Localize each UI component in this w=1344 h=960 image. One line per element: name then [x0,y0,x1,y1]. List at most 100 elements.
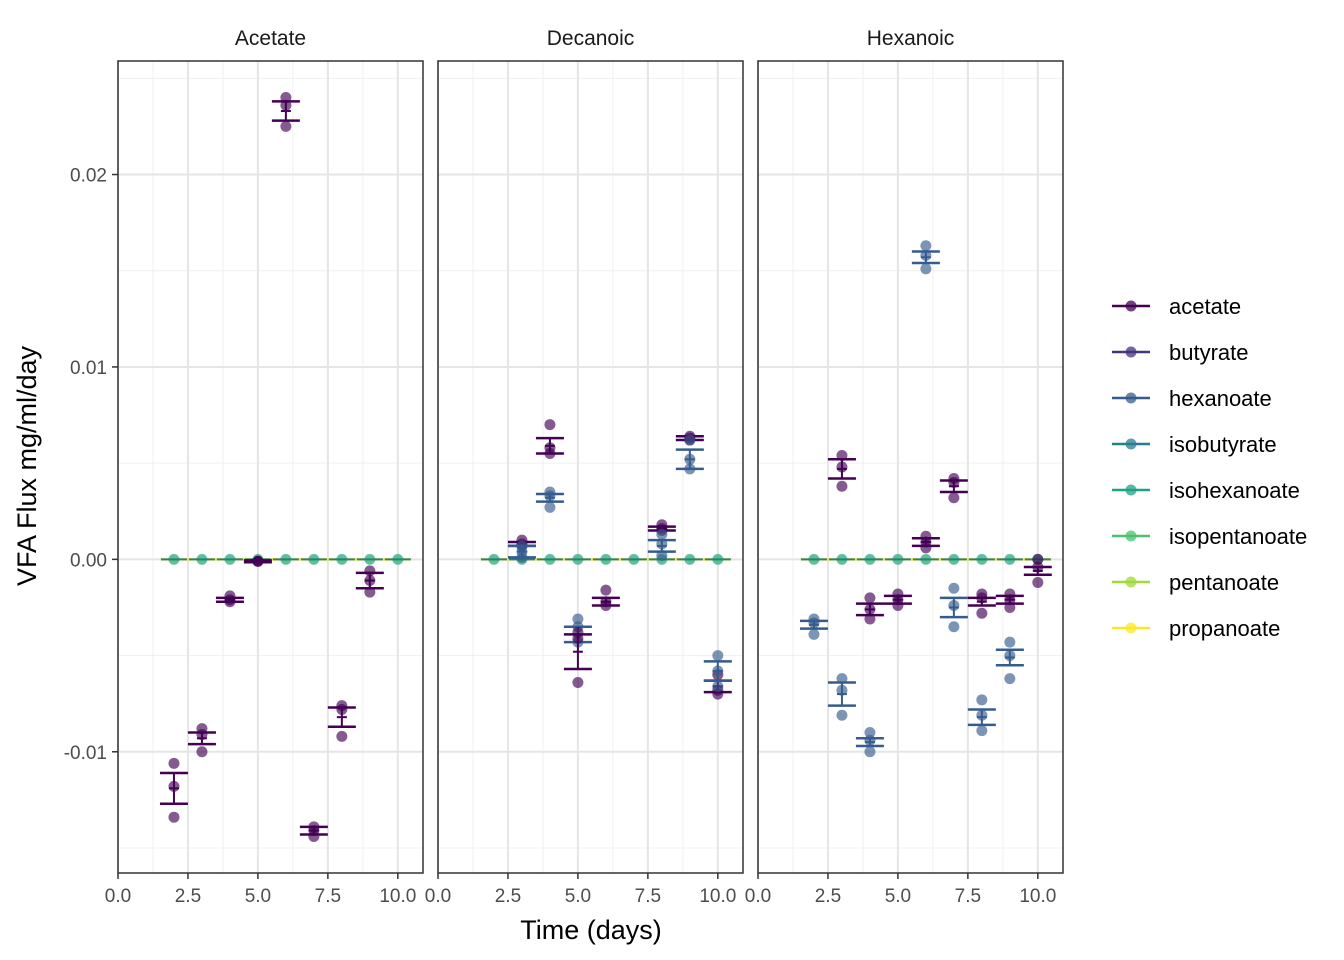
hexanoate-point [864,746,876,758]
x-tick-label: 7.5 [955,886,981,907]
x-tick-label: 10.0 [379,886,416,907]
acetate-point [168,811,180,823]
acetate-point [836,461,848,473]
legend-key-point [1125,300,1137,312]
hexanoate-point [836,709,848,721]
legend-label: isopentanoate [1169,524,1307,549]
x-tick-label: 0.0 [105,886,131,907]
acetate-point [976,607,988,619]
acetate-point [168,757,180,769]
acetate-point [168,780,180,792]
acetate-point [836,449,848,461]
hexanoate-point [656,528,668,540]
hexanoate-point [1004,650,1016,662]
x-tick-label: 0.0 [745,886,771,907]
legend-item-hexanoate: hexanoate [1112,386,1272,411]
acetate-point [864,592,876,604]
facet-panel-decanoic: Decanoic 0.0 2.5 5.0 7.5 10.0 [425,27,744,907]
hexanoate-point [808,617,820,629]
acetate-point [1032,553,1044,565]
legend-item-propanoate: propanoate [1112,616,1280,641]
acetate-point [544,448,556,460]
acetate-point [252,555,264,567]
legend-key-point [1125,576,1137,588]
acetate-point [1004,594,1016,606]
legend-key-point [1125,622,1137,634]
acetate-point [196,728,208,740]
hexanoate-point [656,550,668,562]
y-tick-label: 0.01 [70,358,107,379]
x-tick-label: 5.0 [565,886,591,907]
acetate-point [280,120,292,132]
legend-label: isobutyrate [1169,432,1277,457]
legend-label: pentanoate [1169,570,1279,595]
hexanoate-point [656,538,668,550]
acetate-point [948,492,960,504]
acetate-point [712,688,724,700]
hexanoate-point [516,551,528,563]
facet-strip-title: Hexanoic [867,27,955,50]
hexanoate-point [836,673,848,685]
legend-label: propanoate [1169,616,1280,641]
acetate-point [572,677,584,689]
legend-key-point [1125,438,1137,450]
acetate-point [836,480,848,492]
hexanoate-point [864,727,876,739]
legend-label: hexanoate [1169,386,1272,411]
hexanoate-point [976,709,988,721]
acetate-point [336,703,348,715]
legend-label: butyrate [1169,340,1249,365]
acetate-point [572,632,584,644]
hexanoate-point [684,463,696,475]
hexanoate-point [976,725,988,737]
facet-panel-acetate: Acetate 0.0 2.5 5.0 7.5 10.0 -0.01 0.00 0.01 0.02 [64,27,424,907]
hexanoate-point [544,490,556,502]
x-tick-label: 0.0 [425,886,451,907]
hexanoate-point [948,621,960,633]
acetate-point [864,613,876,625]
acetate-point [336,730,348,742]
hexanoate-point [864,734,876,746]
legend-label: acetate [1169,294,1241,319]
x-tick-label: 5.0 [245,886,271,907]
legend-item-isopentanoate: isopentanoate [1112,524,1307,549]
hexanoate-point [920,263,932,275]
legend-key-point [1125,346,1137,358]
x-tick-label: 2.5 [175,886,201,907]
hexanoate-point [920,249,932,261]
hexanoate-point [712,680,724,692]
x-tick-label: 2.5 [815,886,841,907]
panel-border [437,60,744,874]
legend-item-butyrate: butyrate [1112,340,1249,365]
acetate-point [280,99,292,111]
legend: acetate butyrate hexanoate isobutyrate isohe… [1112,294,1307,641]
hexanoate-point [948,600,960,612]
acetate-point [920,542,932,554]
legend-key-point [1125,530,1137,542]
legend-key-point [1125,484,1137,496]
hexanoate-point [712,665,724,677]
x-axis-title: Time (days) [520,915,662,945]
y-tick-label: 0.00 [70,550,107,571]
legend-item-isohexanoate: isohexanoate [1112,478,1300,503]
legend-label: isohexanoate [1169,478,1300,503]
acetate-point [364,565,376,577]
acetate-point [280,92,292,104]
acetate-point [600,584,612,596]
hexanoate-point [976,694,988,706]
acetate-point [364,575,376,587]
y-tick-label: 0.02 [70,166,107,187]
hexanoate-point [948,582,960,594]
hexanoate-point [572,613,584,625]
acetate-point [1032,576,1044,588]
hexanoate-point [1004,673,1016,685]
legend-item-pentanoate: pentanoate [1112,570,1279,595]
acetate-point [1004,601,1016,613]
acetate-point [948,476,960,488]
acetate-point [864,603,876,615]
x-tick-label: 7.5 [635,886,661,907]
x-tick-label: 2.5 [495,886,521,907]
legend-key-point [1125,392,1137,404]
